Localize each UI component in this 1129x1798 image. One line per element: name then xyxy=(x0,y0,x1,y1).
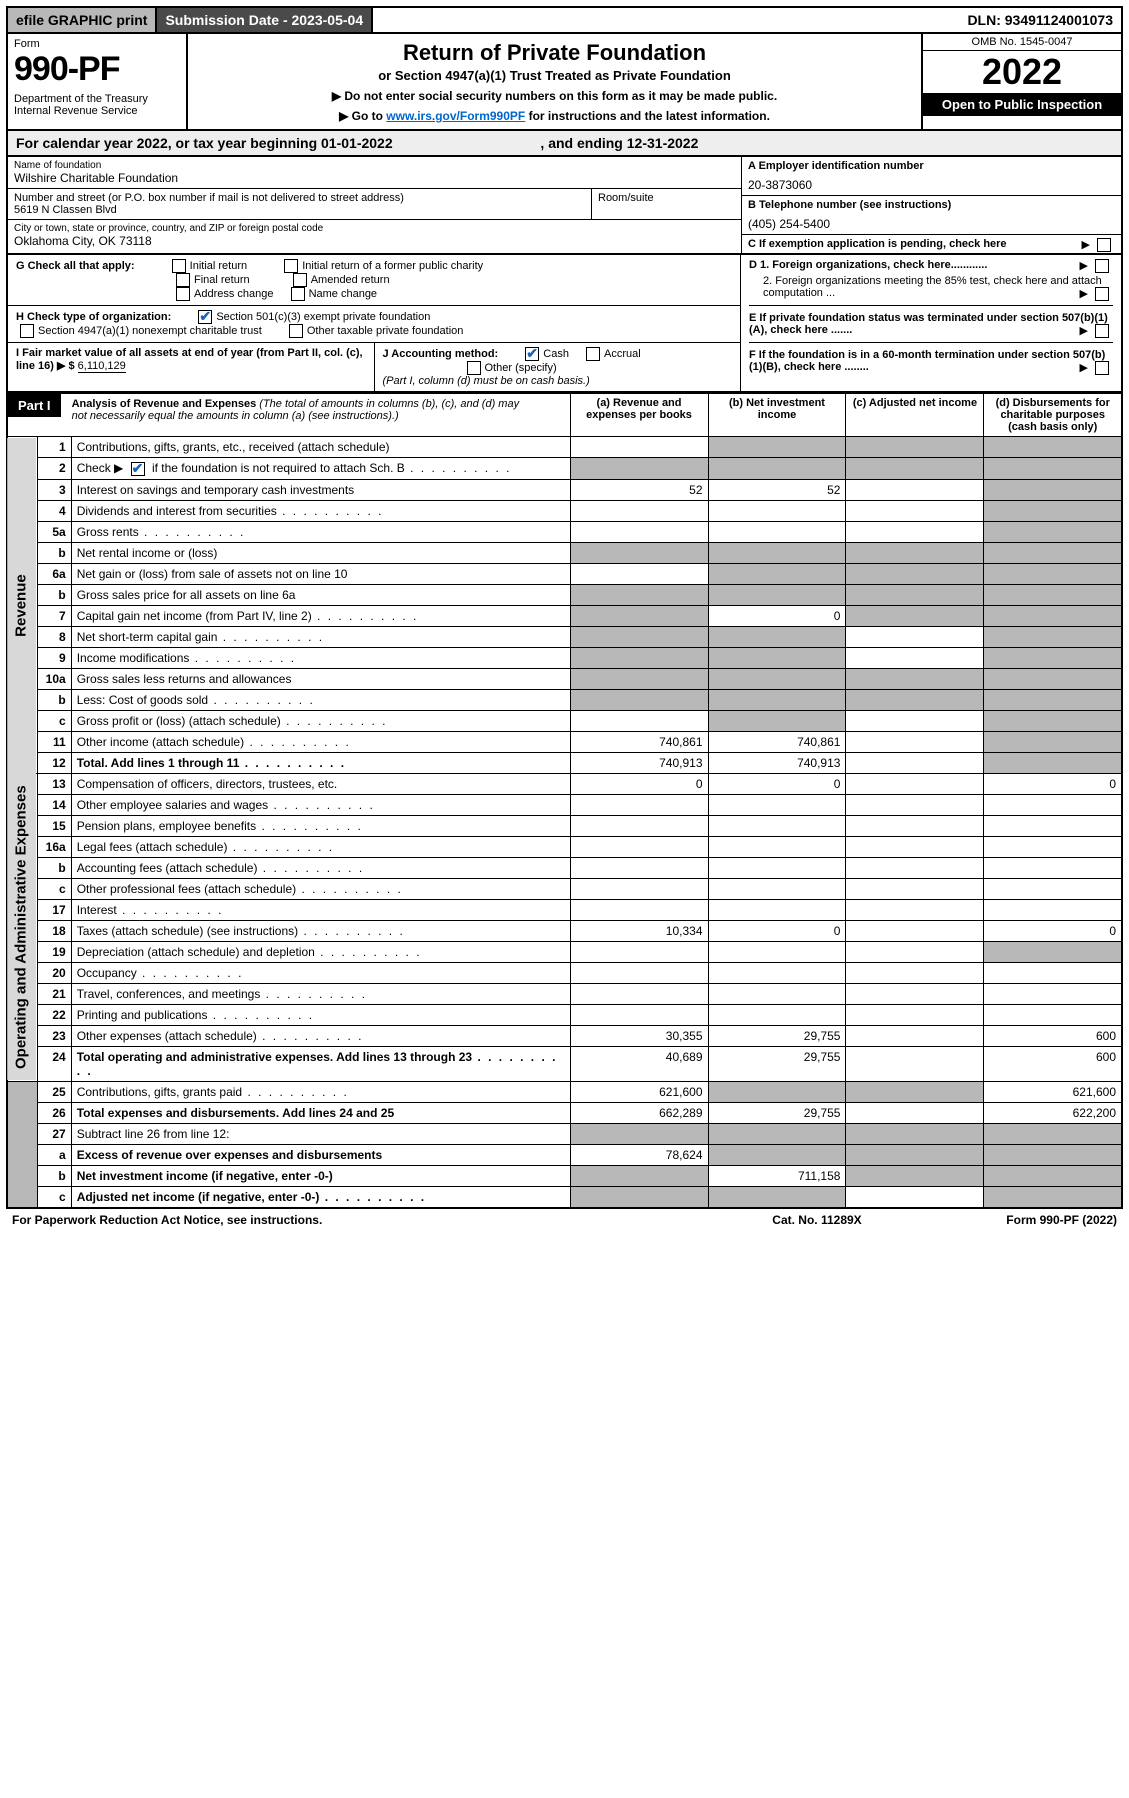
ssn-note: ▶ Do not enter social security numbers o… xyxy=(198,89,911,103)
part1-label: Part I xyxy=(8,394,61,417)
top-bar: efile GRAPHIC print Submission Date - 20… xyxy=(6,6,1123,34)
col-a-header: (a) Revenue and expenses per books xyxy=(570,394,708,437)
i-label: I Fair market value of all assets at end… xyxy=(16,347,363,372)
paperwork-notice: For Paperwork Reduction Act Notice, see … xyxy=(12,1213,717,1227)
d2-cb[interactable] xyxy=(1095,287,1109,301)
accrual-cb[interactable] xyxy=(586,347,600,361)
cash-cb[interactable] xyxy=(525,347,539,361)
tax-year: 2022 xyxy=(923,51,1121,93)
city-state-zip: Oklahoma City, OK 73118 xyxy=(14,234,735,248)
form-number: 990-PF xyxy=(14,50,180,89)
submission-date: Submission Date - 2023-05-04 xyxy=(157,8,373,32)
501c3-cb[interactable] xyxy=(198,310,212,324)
cat-no: Cat. No. 11289X xyxy=(717,1213,917,1227)
e-label: E If private foundation status was termi… xyxy=(749,312,1108,336)
phone: (405) 254-5400 xyxy=(748,217,1115,231)
name-label: Name of foundation xyxy=(14,160,735,171)
form-ref: Form 990-PF (2022) xyxy=(917,1213,1117,1227)
form-subtitle: or Section 4947(a)(1) Trust Treated as P… xyxy=(198,68,911,83)
irs-label: Internal Revenue Service xyxy=(14,105,180,117)
ein: 20-3873060 xyxy=(748,178,1115,192)
name-change-cb[interactable] xyxy=(291,287,305,301)
calendar-year-row: For calendar year 2022, or tax year begi… xyxy=(6,131,1123,157)
other-method-cb[interactable] xyxy=(467,361,481,375)
foundation-name: Wilshire Charitable Foundation xyxy=(14,171,735,185)
exemption-checkbox[interactable] xyxy=(1097,238,1111,252)
goto-note: ▶ Go to www.irs.gov/Form990PF for instru… xyxy=(198,109,911,123)
phone-label: B Telephone number (see instructions) xyxy=(748,199,1115,211)
identity-block: Name of foundation Wilshire Charitable F… xyxy=(6,157,1123,255)
d2-label: 2. Foreign organizations meeting the 85%… xyxy=(763,275,1102,299)
amended-return-cb[interactable] xyxy=(293,273,307,287)
d1-label: D 1. Foreign organizations, check here..… xyxy=(749,259,987,271)
omb-number: OMB No. 1545-0047 xyxy=(923,34,1121,51)
footer: For Paperwork Reduction Act Notice, see … xyxy=(6,1209,1123,1231)
form990pf-link[interactable]: www.irs.gov/Form990PF xyxy=(386,109,525,123)
street-address: 5619 N Classen Blvd xyxy=(14,204,585,216)
address-change-cb[interactable] xyxy=(176,287,190,301)
section-ghij: G Check all that apply: Initial return I… xyxy=(6,255,1123,393)
analysis-heading: Analysis of Revenue and Expenses xyxy=(72,398,257,410)
schb-cb[interactable] xyxy=(131,462,145,476)
expenses-label: Operating and Administrative Expenses xyxy=(7,773,37,1081)
dept-treasury: Department of the Treasury xyxy=(14,93,180,105)
j-note: (Part I, column (d) must be on cash basi… xyxy=(383,375,590,387)
g-label: G Check all that apply: xyxy=(16,260,135,272)
other-taxable-cb[interactable] xyxy=(289,324,303,338)
exemption-label: C If exemption application is pending, c… xyxy=(748,238,1007,250)
col-b-header: (b) Net investment income xyxy=(708,394,846,437)
col-d-header: (d) Disbursements for charitable purpose… xyxy=(984,394,1122,437)
j-label: J Accounting method: xyxy=(383,348,499,360)
revenue-label: Revenue xyxy=(7,437,37,774)
room-label: Room/suite xyxy=(598,192,735,204)
h-label: H Check type of organization: xyxy=(16,311,171,323)
d1-cb[interactable] xyxy=(1095,259,1109,273)
f-cb[interactable] xyxy=(1095,361,1109,375)
part1-table: Part I Analysis of Revenue and Expenses … xyxy=(6,393,1123,1209)
form-header: Form 990-PF Department of the Treasury I… xyxy=(6,34,1123,131)
fmv-value: 6,110,129 xyxy=(78,360,126,373)
city-label: City or town, state or province, country… xyxy=(14,223,735,234)
addr-label: Number and street (or P.O. box number if… xyxy=(14,192,585,204)
initial-former-cb[interactable] xyxy=(284,259,298,273)
dln: DLN: 93491124001073 xyxy=(959,8,1121,32)
col-c-header: (c) Adjusted net income xyxy=(846,394,984,437)
ein-label: A Employer identification number xyxy=(748,160,1115,172)
f-label: F If the foundation is in a 60-month ter… xyxy=(749,349,1105,373)
4947-cb[interactable] xyxy=(20,324,34,338)
final-return-cb[interactable] xyxy=(176,273,190,287)
open-public: Open to Public Inspection xyxy=(923,93,1121,116)
initial-return-cb[interactable] xyxy=(172,259,186,273)
form-label: Form xyxy=(14,38,180,50)
e-cb[interactable] xyxy=(1095,324,1109,338)
form-title: Return of Private Foundation xyxy=(198,40,911,66)
efile-label: efile GRAPHIC print xyxy=(8,8,157,32)
